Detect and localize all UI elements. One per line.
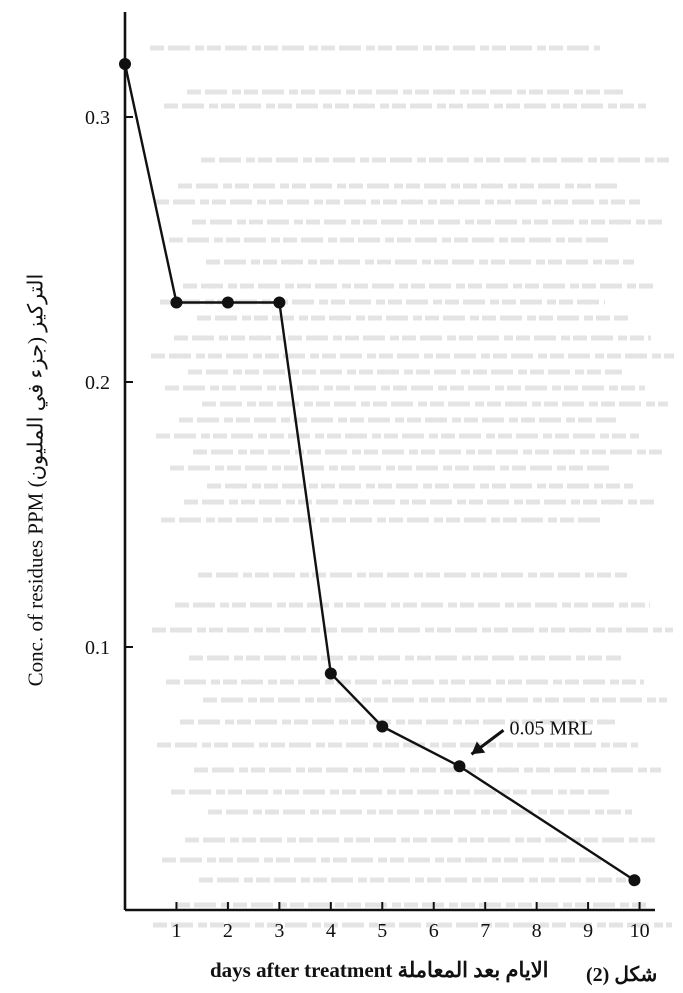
y-tick-label-0.3: 0.3 (85, 107, 110, 129)
x-tick-label-10: 10 (630, 920, 650, 942)
x-tick-label-6: 6 (429, 920, 439, 942)
tick-labels: 1 2 3 4 5 6 7 8 9 10 0.1 0.2 0.3 (85, 107, 650, 942)
data-point-2 (221, 296, 234, 309)
data-point-3 (273, 296, 286, 309)
annotation-arrow-head (471, 741, 486, 755)
background-bleed-through (150, 45, 674, 928)
data-point-1 (170, 296, 183, 309)
residue-series-line (123, 63, 636, 882)
x-tick-label-7: 7 (480, 920, 490, 942)
x-tick-label-8: 8 (532, 920, 542, 942)
axes (123, 12, 655, 912)
x-tick-label-1: 1 (171, 920, 181, 942)
series (119, 58, 641, 887)
figure-caption: شكل (2) (586, 964, 658, 986)
x-tick-label-5: 5 (377, 920, 387, 942)
data-point-4 (324, 667, 337, 680)
data-point-0 (119, 58, 131, 70)
annotation-mrl-label: 0.05 MRL (509, 717, 592, 739)
x-tick-label-4: 4 (326, 920, 336, 942)
y-tick-label-0.2: 0.2 (85, 372, 110, 394)
y-axis-label: Conc. of residues PPM (التركيز (جزء في ا… (23, 273, 48, 687)
x-tick-label-9: 9 (583, 920, 593, 942)
data-point-6 (453, 760, 466, 773)
x-axis-label: days after treatment الايام بعد المعاملة (210, 958, 549, 982)
data-point-7 (628, 874, 641, 887)
data-point-5 (376, 720, 389, 733)
y-tick-label-0.1: 0.1 (85, 637, 110, 659)
x-tick-label-2: 2 (223, 920, 233, 942)
x-tick-label-3: 3 (274, 920, 284, 942)
annotations: 0.05 MRL (470, 717, 593, 756)
tick-marks (125, 116, 641, 910)
